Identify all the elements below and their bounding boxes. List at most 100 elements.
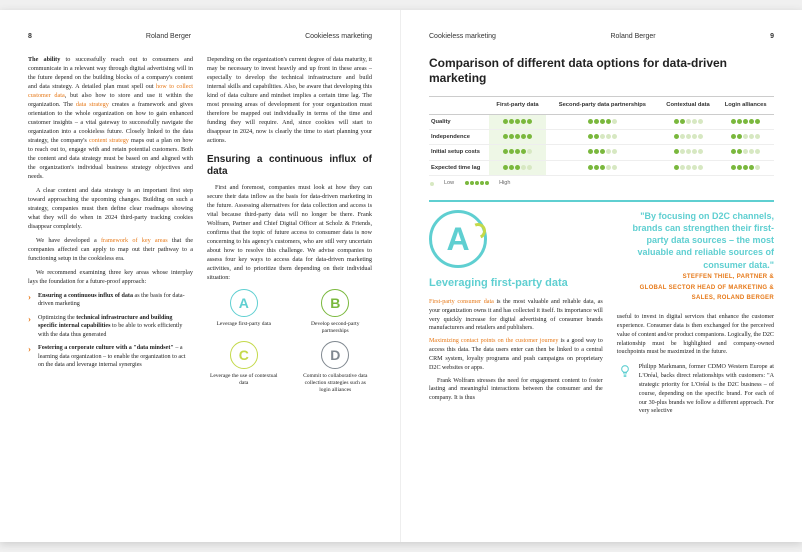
quote-attr-3: SALES, ROLAND BERGER [617,295,774,303]
t: We have developed a [36,237,101,244]
legend-low: Low [444,180,454,188]
col-h-0: First-party data [489,97,546,114]
chart-row: Quality [429,114,774,129]
title-left: Cookieless marketing [305,32,372,42]
dot-rating-icon [503,119,533,125]
chart-row: Expected time lag [429,160,774,175]
chart-cell [717,114,774,129]
label-b: Develop second-party partnerships [299,321,373,335]
bulb-p: Philipp Markmann, former CDMO Western Eu… [639,363,774,416]
chart-cell [717,129,774,144]
dot-rating-icon [673,134,703,140]
pull-quote: "By focusing on D2C channels, brands can… [617,210,774,303]
bullet-2: Optimizing the technical infrastructure … [28,314,193,340]
cell-a: A Leverage first-party data [207,289,281,335]
section-divider [429,200,774,202]
chart-row-label: Independence [429,129,489,144]
legend-high: High [499,180,510,188]
page-number-left: 8 [28,32,32,42]
rl-right-text: useful to invest in digital services tha… [617,313,774,357]
chart-cell [659,145,718,160]
chart-cell [546,160,659,175]
quote-attr-1: STEFFEN THIEL, PARTNER & [617,274,774,282]
title-right: Cookieless marketing [429,32,496,42]
left-header: 8 Roland Berger Cookieless marketing [28,32,372,42]
link-first-party[interactable]: First-party consumer data [429,299,494,305]
quote-text: "By focusing on D2C channels, brands can… [617,210,774,271]
link-data-strategy[interactable]: data strategy [76,101,109,108]
l2-p2: First and foremost, companies must look … [207,184,372,283]
l1-p1: The ability to successfully reach out to… [28,56,193,182]
left-col-2: Depending on the organization's current … [207,56,372,394]
big-a-letter: A [446,216,469,262]
cell-c: C Leverage the use of contextual data [207,341,281,394]
circle-d-icon: D [321,341,349,369]
chart-header-row: First-party data Second-party data partn… [429,97,774,114]
l1-p2: A clear content and data strategy is an … [28,187,193,232]
page-left: 8 Roland Berger Cookieless marketing The… [0,10,401,542]
l1-p3: We have developed a framework of key are… [28,237,193,264]
legend-scale-icon [464,180,489,188]
t: the [66,315,77,321]
chart-row-label: Initial setup costs [429,145,489,160]
blank-header [429,97,489,114]
page-right: Cookieless marketing Roland Berger 9 Com… [401,10,802,542]
brand-right: Roland Berger [610,32,655,42]
rl-p2: Maximizing contact points on the custome… [429,337,603,372]
bullet-list: Ensuring a continuous influx of data as … [28,292,193,370]
label-a: Leverage first-party data [207,321,281,328]
chart-cell [546,129,659,144]
chart-legend: Low High [429,180,774,188]
cell-d: D Commit to collaborative data collectio… [299,341,373,394]
link-content-strategy[interactable]: content strategy [89,137,129,144]
rl-p1: First-party consumer data is the most va… [429,298,603,333]
leveraging-title: Leveraging first-party data [429,276,603,292]
col-h-3: Login alliances [717,97,774,114]
dot-rating-icon [731,165,761,171]
chart-cell [489,129,546,144]
link-framework[interactable]: framework of key areas [101,237,168,244]
chart-cell [659,114,718,129]
abcd-grid: A Leverage first-party data B Develop se… [207,289,372,395]
rl-right-col: "By focusing on D2C channels, brands can… [617,210,774,420]
page-number-right: 9 [770,32,774,42]
chart-cell [489,114,546,129]
rl-left-text: First-party consumer data is the most va… [429,298,603,403]
label-c: Leverage the use of contextual data [207,373,281,387]
rr-p1: useful to invest in digital services tha… [617,313,774,357]
dot-rating-icon [587,149,617,155]
chart-cell [717,160,774,175]
label-d: Commit to collaborative data collection … [299,373,373,394]
dot-rating-icon [673,149,703,155]
chart-title: Comparison of different data options for… [429,56,774,86]
link-maximizing[interactable]: Maximizing contact points on the custome… [429,338,558,344]
chart-row: Independence [429,129,774,144]
rl-left-col: A Leveraging first-party data First-part… [429,210,603,420]
chart-cell [489,160,546,175]
circle-c-icon: C [230,341,258,369]
page-spread: 8 Roland Berger Cookieless marketing The… [0,10,802,542]
circle-a-icon: A [230,289,258,317]
chart-row: Initial setup costs [429,145,774,160]
quote-attr-2: GLOBAL SECTOR HEAD OF MARKETING & [617,285,774,293]
dot-rating-icon [587,134,617,140]
bullet-1: Ensuring a continuous influx of data as … [28,292,193,309]
big-a-icon: A [429,210,487,268]
legend-low-dot-icon [430,182,434,186]
chart-cell [546,145,659,160]
right-header: Cookieless marketing Roland Berger 9 [429,32,774,42]
dot-rating-icon [503,149,533,155]
t: Fostering a corporate culture with a "da… [38,345,174,351]
chart-cell [717,145,774,160]
col-h-2: Contextual data [659,97,718,114]
dot-rating-icon [503,134,533,140]
left-columns: The ability to successfully reach out to… [28,56,372,394]
left-col-1: The ability to successfully reach out to… [28,56,193,394]
comparison-chart: First-party data Second-party data partn… [429,96,774,176]
chart-row-label: Expected time lag [429,160,489,175]
dot-rating-icon [673,165,703,171]
bullet-3: Fostering a corporate culture with a "da… [28,344,193,370]
chart-cell [659,160,718,175]
t: Ensuring a continuous influx of data [38,293,133,299]
section-heading-influx: Ensuring a continuous influx of data [207,154,372,178]
